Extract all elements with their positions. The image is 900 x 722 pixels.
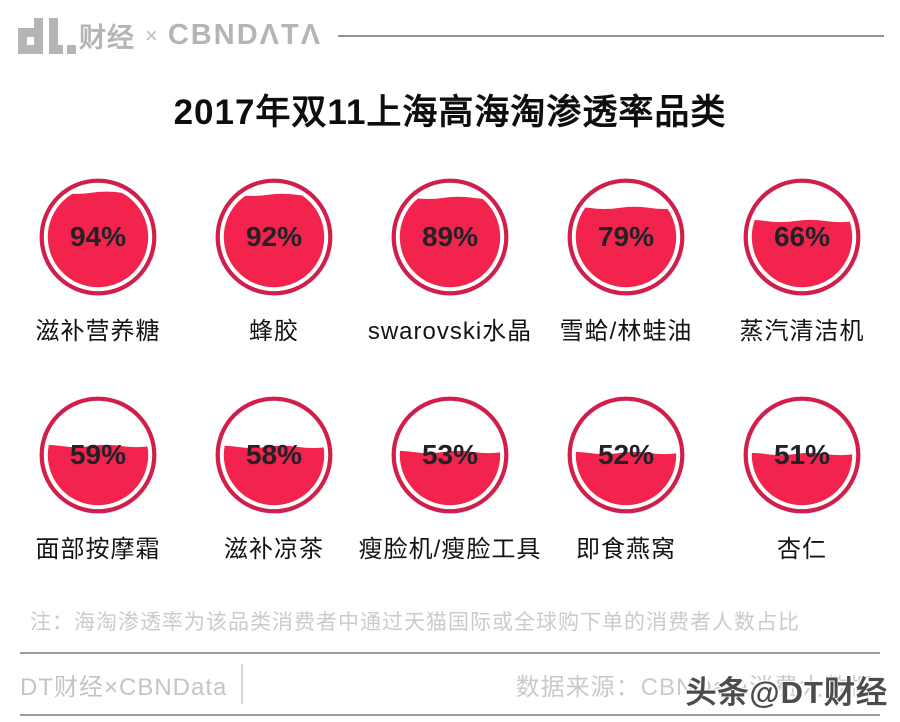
percent-label: 89% xyxy=(421,221,479,252)
footnote: 注：海淘渗透率为该品类消费者中通过天猫国际或全球购下单的消费者人数占比 xyxy=(30,611,800,634)
fill-circle-graphic xyxy=(391,178,509,296)
category-label: 滋补凉茶 xyxy=(224,536,324,563)
percent-label: 66% xyxy=(773,221,831,252)
percent-label: 79% xyxy=(597,221,655,252)
fill-circle-graphic xyxy=(39,178,157,296)
fill-circle: 79% xyxy=(565,176,687,298)
percent-label: 92% xyxy=(245,221,303,252)
category-label: 蒸汽清洁机 xyxy=(739,318,865,345)
fill-circle-graphic xyxy=(215,178,333,296)
fill-circle-graphic xyxy=(39,396,157,514)
fill-circle-graphic xyxy=(391,396,509,514)
percent-label: 52% xyxy=(597,439,655,470)
fill-circle-graphic xyxy=(567,178,685,296)
category-item: 66% 蒸汽清洁机 xyxy=(714,176,890,346)
fill-circle: 52% xyxy=(565,394,687,516)
category-label: 即食燕窝 xyxy=(576,536,676,563)
category-item: 52% 即食燕窝 xyxy=(538,394,714,564)
watermark: 头条@DT财经 xyxy=(685,675,888,710)
circle-row-1: 94% 滋补营养糖 92% 蜂胶 89% swarovski水晶 79% 雪蛤/林蛙油 66% 蒸… xyxy=(10,176,890,346)
fill-circle: 58% xyxy=(213,394,335,516)
dt-logo-icon xyxy=(18,17,76,54)
category-label: 蜂胶 xyxy=(249,318,299,345)
fill-circle-graphic xyxy=(215,396,333,514)
category-item: 79% 雪蛤/林蛙油 xyxy=(538,176,714,346)
logo-cn-text: 财经 xyxy=(79,23,135,53)
header: 财经 × CBNDΛTΛ xyxy=(18,16,884,55)
percent-label: 51% xyxy=(773,439,831,470)
data-source: 数据来源：CBNData消费大数据 xyxy=(515,673,874,701)
percent-label: 58% xyxy=(245,439,303,470)
fill-circle-graphic xyxy=(567,396,685,514)
category-item: 94% 滋补营养糖 xyxy=(10,176,186,346)
percent-label: 94% xyxy=(69,221,127,252)
category-label: 滋补营养糖 xyxy=(35,318,161,345)
category-label: 瘦脸机/瘦脸工具 xyxy=(358,536,542,563)
fill-circle: 94% xyxy=(37,176,159,298)
category-item: 92% 蜂胶 xyxy=(186,176,362,346)
logo-cbndata-text: CBNDΛTΛ xyxy=(167,19,323,51)
header-rule xyxy=(338,34,884,37)
category-item: 51% 杏仁 xyxy=(714,394,890,564)
fill-circle: 51% xyxy=(741,394,863,516)
fill-circle-graphic xyxy=(743,178,861,296)
fill-circle: 53% xyxy=(389,394,511,516)
footer: DT财经×CBNData 数据来源：CBNData消费大数据 头条@DT财经 xyxy=(20,652,887,716)
category-item: 58% 滋补凉茶 xyxy=(186,394,362,564)
logo-cross-icon: × xyxy=(145,22,158,48)
fill-circle: 66% xyxy=(741,176,863,298)
fill-circle: 89% xyxy=(389,176,511,298)
footer-brand: DT财经×CBNData xyxy=(20,673,228,701)
category-item: 53% 瘦脸机/瘦脸工具 xyxy=(359,394,540,564)
page-title: 2017年双11上海高海淘渗透率品类 xyxy=(173,93,727,132)
category-label: swarovski水晶 xyxy=(367,318,533,345)
category-label: 杏仁 xyxy=(777,536,827,563)
category-label: 雪蛤/林蛙油 xyxy=(559,318,693,345)
category-label: 面部按摩霜 xyxy=(35,536,161,563)
category-item: 59% 面部按摩霜 xyxy=(10,394,186,564)
footer-divider xyxy=(241,664,244,704)
fill-circle: 59% xyxy=(37,394,159,516)
category-item: 89% swarovski水晶 xyxy=(362,176,538,346)
fill-circle-graphic xyxy=(743,396,861,514)
percent-label: 59% xyxy=(69,439,127,470)
circle-row-2: 59% 面部按摩霜 58% 滋补凉茶 53% 瘦脸机/瘦脸工具 52% 即食燕窝 51% 杏仁 xyxy=(10,394,890,564)
fill-circle: 92% xyxy=(213,176,335,298)
percent-label: 53% xyxy=(421,439,479,470)
